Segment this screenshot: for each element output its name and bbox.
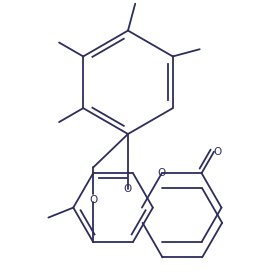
Text: O: O — [213, 147, 221, 157]
Text: O: O — [124, 184, 132, 194]
Text: O: O — [89, 195, 97, 205]
Text: O: O — [158, 168, 166, 178]
